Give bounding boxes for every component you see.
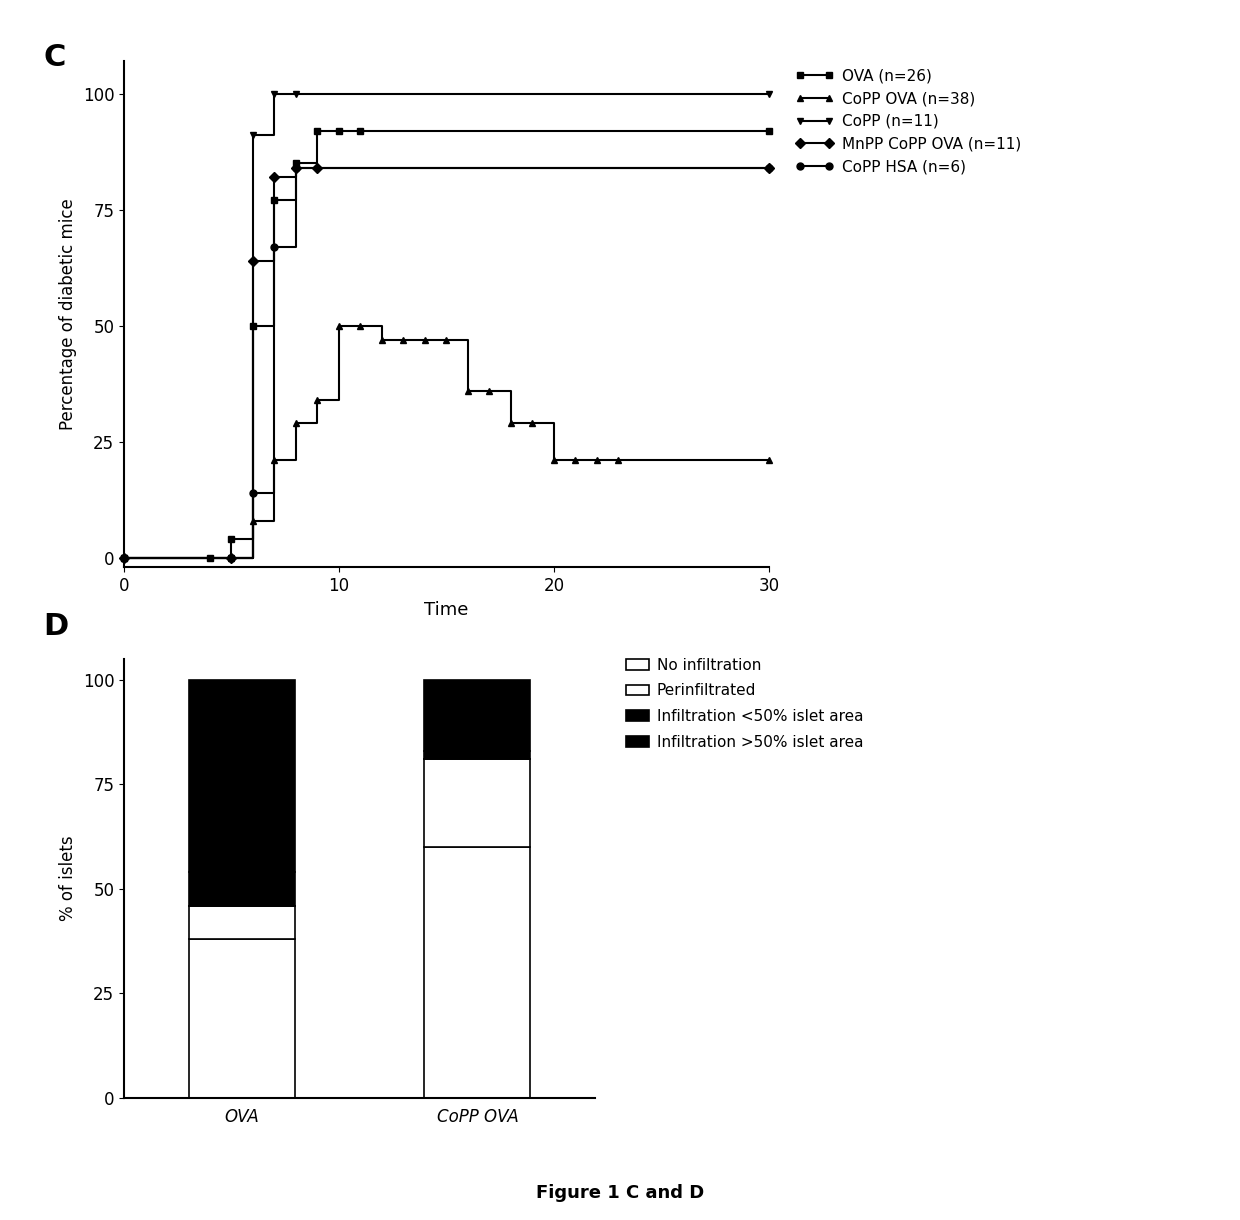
CoPP OVA (n=38) [374,332,389,346]
OVA (n=26) [117,550,131,565]
Line: MnPP CoPP OVA (n=11): MnPP CoPP OVA (n=11) [120,165,773,561]
CoPP HSA (n=6) [224,550,239,565]
CoPP OVA (n=38) [224,550,239,565]
OVA (n=26) [761,123,776,138]
CoPP OVA (n=38) [396,332,410,346]
Y-axis label: Percentage of diabetic mice: Percentage of diabetic mice [60,199,77,429]
Bar [188,872,295,905]
CoPP OVA (n=38) [310,393,325,407]
CoPP OVA (n=38) [267,453,281,467]
MnPP CoPP OVA (n=11) [117,550,131,565]
CoPP OVA (n=38) [289,416,304,431]
OVA (n=26) [202,550,217,565]
CoPP OVA (n=38) [589,453,604,467]
MnPP CoPP OVA (n=11) [267,170,281,184]
CoPP OVA (n=38) [246,514,260,528]
OVA (n=26) [224,532,239,547]
Bar [424,847,531,1098]
Bar [188,680,295,872]
OVA (n=26) [289,156,304,171]
CoPP (n=11) [267,87,281,101]
Bar [188,905,295,939]
CoPP OVA (n=38) [525,416,539,431]
OVA (n=26) [267,193,281,207]
CoPP OVA (n=38) [117,550,131,565]
OVA (n=26) [353,123,368,138]
CoPP (n=11) [117,550,131,565]
CoPP OVA (n=38) [611,453,626,467]
Line: OVA (n=26): OVA (n=26) [120,127,773,561]
Line: CoPP (n=11): CoPP (n=11) [120,90,773,561]
Text: C: C [43,43,66,72]
OVA (n=26) [331,123,346,138]
MnPP CoPP OVA (n=11) [289,161,304,176]
Line: CoPP HSA (n=6): CoPP HSA (n=6) [120,165,773,561]
CoPP (n=11) [761,87,776,101]
CoPP OVA (n=38) [761,453,776,467]
CoPP OVA (n=38) [353,318,368,333]
OVA (n=26) [310,123,325,138]
CoPP HSA (n=6) [761,161,776,176]
Bar [424,759,531,847]
CoPP OVA (n=38) [418,332,433,346]
CoPP HSA (n=6) [267,239,281,254]
Text: Figure 1 C and D: Figure 1 C and D [536,1183,704,1202]
CoPP OVA (n=38) [331,318,346,333]
CoPP (n=11) [224,550,239,565]
Legend: OVA (n=26), CoPP OVA (n=38), CoPP (n=11), MnPP CoPP OVA (n=11), CoPP HSA (n=6): OVA (n=26), CoPP OVA (n=38), CoPP (n=11)… [796,68,1021,174]
Text: D: D [43,612,68,642]
CoPP OVA (n=38) [460,383,475,398]
Line: CoPP OVA (n=38): CoPP OVA (n=38) [120,322,773,561]
MnPP CoPP OVA (n=11) [310,161,325,176]
CoPP HSA (n=6) [289,161,304,176]
CoPP (n=11) [246,128,260,143]
CoPP OVA (n=38) [439,332,454,346]
MnPP CoPP OVA (n=11) [224,550,239,565]
Bar [424,680,531,750]
Legend: No infiltration, Perinfiltrated, Infiltration <50% islet area, Infiltration >50%: No infiltration, Perinfiltrated, Infiltr… [626,658,863,750]
OVA (n=26) [246,318,260,333]
CoPP OVA (n=38) [568,453,583,467]
CoPP OVA (n=38) [503,416,518,431]
CoPP OVA (n=38) [547,453,562,467]
X-axis label: Time: Time [424,600,469,619]
Y-axis label: % of islets: % of islets [60,836,77,921]
CoPP OVA (n=38) [482,383,497,398]
MnPP CoPP OVA (n=11) [761,161,776,176]
CoPP HSA (n=6) [246,486,260,500]
MnPP CoPP OVA (n=11) [246,254,260,268]
Bar [424,750,531,759]
Bar [188,939,295,1098]
CoPP HSA (n=6) [117,550,131,565]
CoPP (n=11) [289,87,304,101]
